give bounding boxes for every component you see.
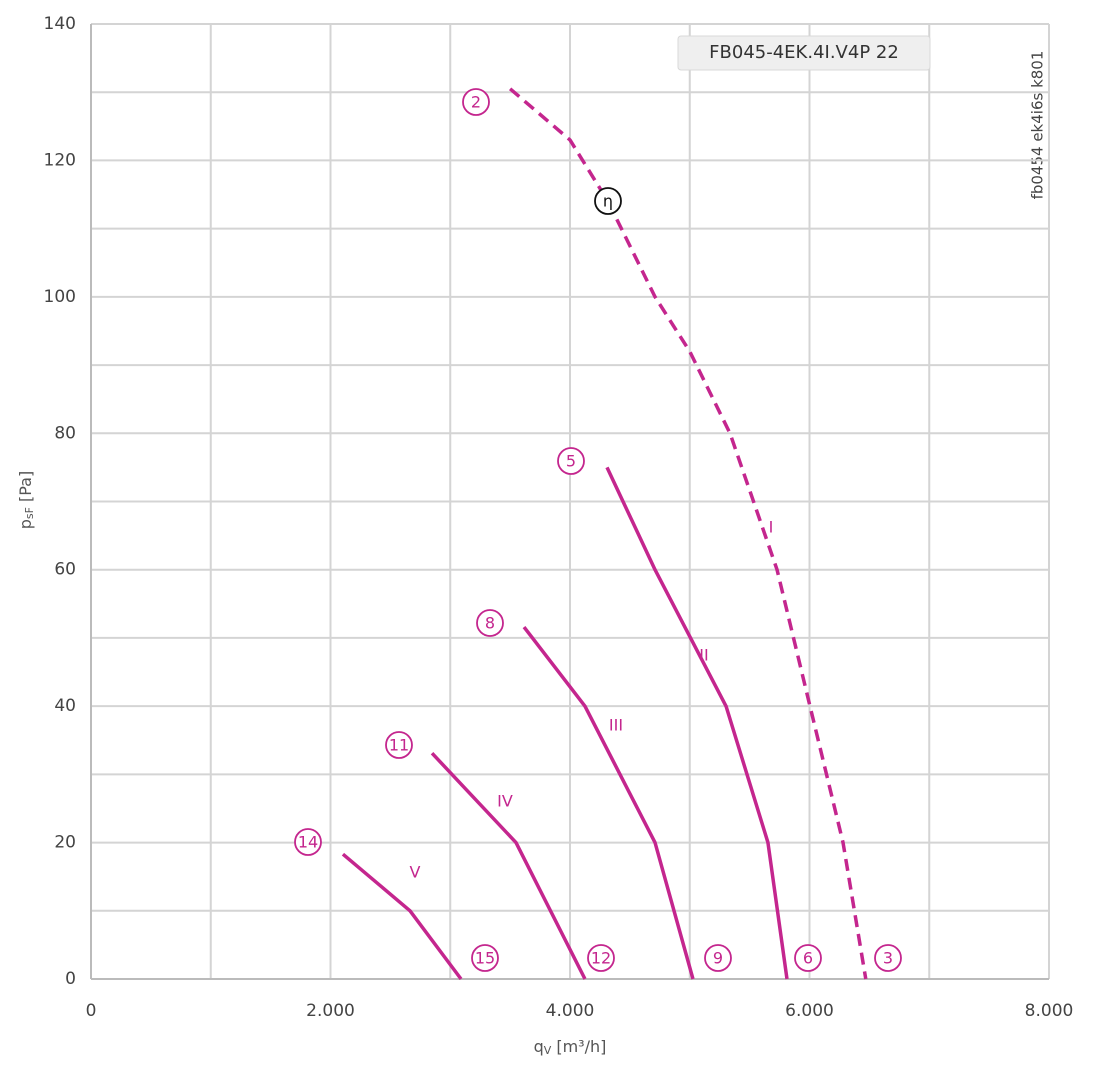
annotation: 15 [475, 949, 495, 968]
curve [522, 625, 695, 980]
annotation: 6 [803, 949, 813, 968]
y-tick-label: 60 [54, 560, 76, 580]
annotation-circle [794, 944, 822, 972]
curve-label: II [699, 646, 708, 665]
curve-label: III [609, 716, 623, 735]
annotation-circle [704, 944, 732, 972]
y-tick-label: 40 [54, 696, 76, 716]
x-label-unit: [m³/h] [556, 1037, 606, 1056]
x-tick-label: 2.000 [306, 1001, 355, 1021]
curve [430, 752, 587, 980]
annotation: 14 [298, 833, 318, 852]
y-tick-label: 80 [54, 423, 76, 443]
curve [605, 466, 789, 980]
x-label-subscript: V [544, 1044, 552, 1057]
y-axis-label: psF [Pa] [16, 471, 37, 529]
annotation-circle [874, 944, 902, 972]
side-note: fb0454 ek4i6s k801 [1029, 51, 1047, 200]
annotation: 2 [471, 93, 481, 112]
x-label-symbol: q [534, 1037, 544, 1056]
y-tick-label: 0 [65, 969, 76, 989]
y-tick-label: 100 [44, 287, 76, 307]
annotation-circle [385, 731, 413, 759]
annotation-circle [587, 944, 615, 972]
curve-label: V [410, 863, 421, 882]
curve-label: IV [497, 792, 513, 811]
annotation-circle [476, 609, 504, 637]
y-tick-label: 140 [44, 14, 76, 34]
y-tick-label: 20 [54, 833, 76, 853]
annotation: η [603, 192, 613, 211]
annotation: 3 [883, 949, 893, 968]
y-tick-label: 120 [44, 150, 76, 170]
annotation: 12 [591, 949, 611, 968]
annotation-circle [557, 447, 585, 475]
curve [508, 87, 868, 980]
annotation: 9 [713, 949, 723, 968]
x-tick-label: 8.000 [1025, 1001, 1074, 1021]
annotation: 11 [389, 736, 409, 755]
y-label-symbol: p [16, 519, 35, 529]
tooltip: FB045-4EK.4I.V4P 22 [709, 42, 899, 63]
curve [341, 852, 463, 981]
x-axis-label: qV [m³/h] [534, 1037, 607, 1058]
annotation-circle [294, 828, 322, 856]
annotation-circle [462, 88, 490, 116]
y-label-subscript: sF [23, 507, 36, 519]
annotation-circle [594, 187, 622, 215]
y-label-unit: [Pa] [16, 471, 35, 502]
curve-label: I [769, 518, 774, 537]
annotation: 5 [566, 452, 576, 471]
x-tick-label: 0 [86, 1001, 97, 1021]
annotation-circle [471, 944, 499, 972]
x-tick-label: 4.000 [546, 1001, 595, 1021]
tooltip-box [677, 35, 931, 71]
x-tick-label: 6.000 [785, 1001, 834, 1021]
annotation: 8 [485, 614, 495, 633]
